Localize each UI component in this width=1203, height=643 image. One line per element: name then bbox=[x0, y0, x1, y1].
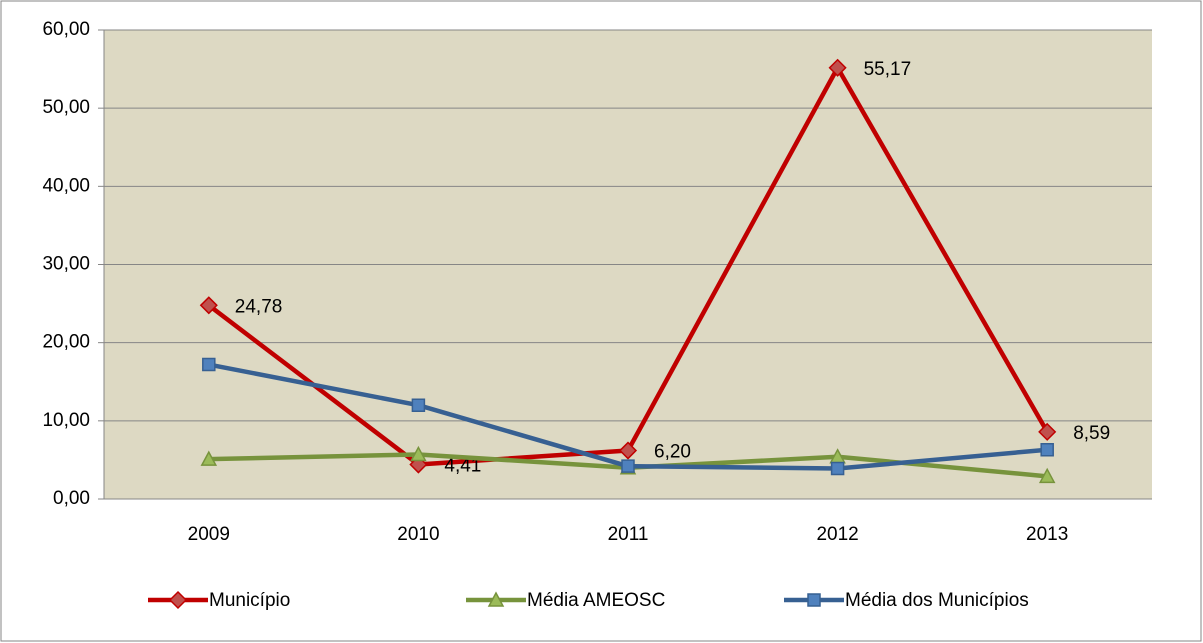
marker bbox=[1038, 422, 1057, 441]
marker bbox=[487, 591, 505, 607]
data-label: 4,41 bbox=[444, 456, 481, 477]
y-tick-label: 30,00 bbox=[42, 254, 90, 275]
marker bbox=[1040, 443, 1054, 457]
marker bbox=[202, 357, 216, 372]
marker bbox=[199, 296, 218, 315]
data-label: 24,78 bbox=[235, 296, 283, 317]
data-label: 8,59 bbox=[1073, 423, 1110, 444]
y-tick-label: 20,00 bbox=[42, 332, 90, 353]
x-tick-label: 2013 bbox=[1026, 524, 1068, 545]
x-tick-label: 2011 bbox=[608, 524, 649, 545]
x-tick-label: 2009 bbox=[188, 524, 230, 545]
marker bbox=[828, 58, 847, 77]
legend-label: Média AMEOSC bbox=[527, 590, 665, 611]
y-tick-label: 0,00 bbox=[53, 488, 90, 509]
y-tick-label: 40,00 bbox=[42, 175, 90, 196]
marker bbox=[411, 398, 426, 412]
marker bbox=[168, 590, 188, 610]
y-tick-label: 10,00 bbox=[42, 410, 90, 431]
y-tick-label: 60,00 bbox=[42, 19, 90, 40]
marker bbox=[830, 461, 845, 476]
legend-label: Município bbox=[209, 590, 290, 611]
marker bbox=[200, 450, 218, 466]
y-tick-label: 50,00 bbox=[42, 97, 90, 118]
marker bbox=[807, 593, 821, 607]
data-label: 55,17 bbox=[864, 59, 912, 80]
legend-label: Média dos Municípios bbox=[845, 590, 1029, 611]
data-label: 6,20 bbox=[654, 442, 691, 463]
marker bbox=[621, 459, 635, 473]
marker bbox=[618, 441, 638, 460]
x-tick-label: 2010 bbox=[397, 524, 439, 545]
marker bbox=[410, 445, 427, 462]
x-tick-label: 2012 bbox=[816, 524, 858, 545]
marker bbox=[1038, 467, 1056, 484]
